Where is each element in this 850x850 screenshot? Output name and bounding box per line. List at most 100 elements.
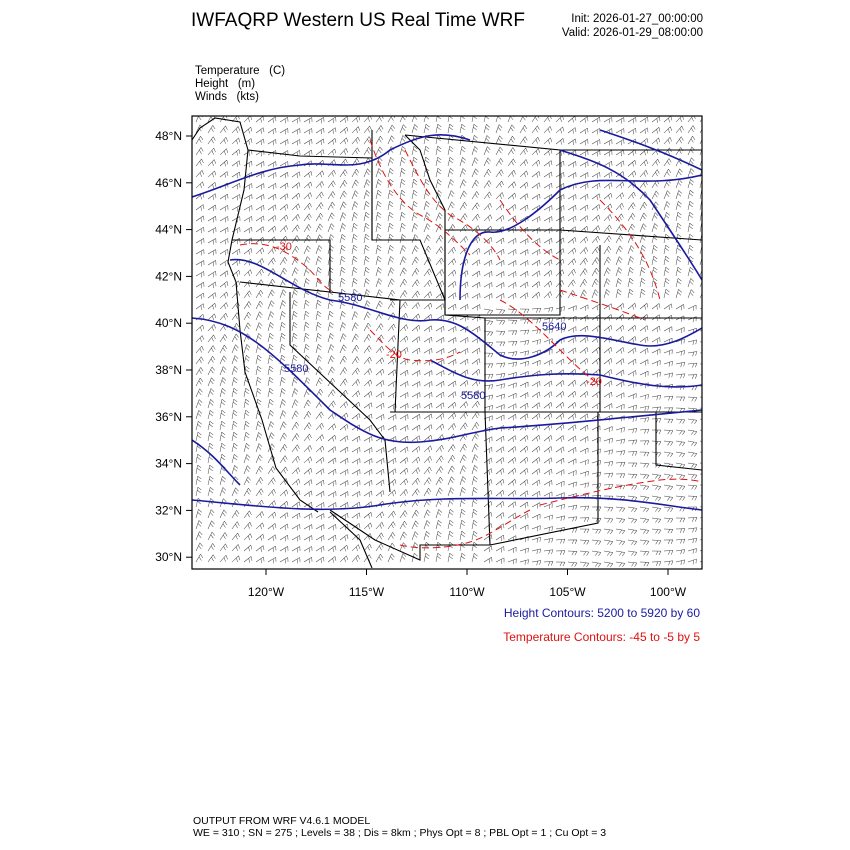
wind-barb	[363, 289, 371, 299]
wind-barb	[375, 532, 384, 541]
wind-barb	[543, 359, 553, 366]
wind-barb	[567, 247, 577, 255]
wind-barb	[279, 300, 287, 310]
wind-barb	[195, 367, 204, 376]
wind-barb	[471, 432, 479, 442]
wind-barb	[519, 381, 529, 388]
wind-barb	[231, 227, 241, 234]
wind-barb	[615, 303, 625, 310]
wind-barb	[495, 435, 505, 443]
wind-barb	[411, 509, 419, 519]
wind-barb	[195, 475, 202, 486]
wind-barb	[387, 301, 396, 310]
wind-barb	[531, 193, 541, 201]
wind-barb	[555, 237, 565, 245]
wind-barb	[567, 172, 577, 179]
wind-barb	[627, 451, 638, 456]
wind-barb	[651, 418, 662, 423]
wind-barb	[387, 414, 397, 421]
wind-barb	[615, 213, 624, 222]
wind-barb	[231, 388, 238, 398]
wind-barb	[519, 125, 528, 134]
temperature-contour-label: -30	[276, 241, 292, 253]
wind-barb	[651, 495, 662, 502]
wind-barb	[567, 402, 577, 409]
latitude-label: 48°N	[155, 129, 182, 143]
wind-barb	[471, 259, 481, 266]
wind-barb	[267, 534, 277, 541]
wind-barb	[483, 214, 493, 222]
wind-barb	[195, 509, 202, 519]
wind-barb	[567, 458, 577, 465]
wind-barb	[327, 299, 334, 310]
wind-barb	[411, 245, 419, 255]
wind-barb	[411, 189, 418, 200]
wind-barb	[495, 393, 505, 400]
wind-barb	[231, 248, 241, 256]
wind-barb	[279, 421, 287, 431]
wind-barb	[615, 450, 626, 456]
wind-barb	[555, 413, 565, 420]
wind-barb	[339, 333, 347, 343]
wind-barb	[651, 539, 662, 545]
wind-barb	[243, 269, 253, 277]
wind-barb	[627, 462, 638, 468]
wind-barb	[543, 380, 553, 387]
wind-barb	[231, 510, 240, 519]
wind-barb	[639, 266, 646, 277]
wind-barb	[507, 158, 516, 167]
wind-barb	[435, 235, 444, 244]
wind-barb	[519, 159, 528, 167]
wind-barb	[603, 426, 613, 433]
wind-barb	[531, 125, 540, 134]
wind-barb	[423, 381, 433, 388]
wind-barb	[639, 223, 647, 233]
wind-barb	[663, 179, 671, 189]
wind-barb	[387, 234, 394, 244]
wind-barb	[603, 336, 613, 343]
wind-barb	[555, 424, 565, 431]
wind-barb	[627, 550, 638, 557]
wind-barb	[555, 457, 565, 465]
wind-barb	[675, 361, 686, 368]
wind-barb	[207, 366, 215, 376]
wind-barb	[459, 422, 468, 431]
wind-barb	[543, 561, 554, 566]
wind-barb	[375, 179, 382, 189]
wind-barb	[603, 139, 613, 146]
wind-barb	[663, 212, 670, 222]
wind-barb	[567, 205, 577, 212]
wind-barb	[435, 552, 442, 563]
wind-barb	[555, 327, 565, 334]
wind-barb	[423, 456, 432, 464]
wind-barb	[495, 192, 504, 200]
wind-barb	[339, 469, 349, 476]
wind-barb	[423, 348, 433, 355]
wind-barb	[363, 311, 371, 321]
wind-barb	[531, 205, 541, 212]
wind-barb	[687, 548, 697, 554]
height-contours	[192, 129, 702, 511]
wind-barb	[579, 470, 589, 477]
wind-barb	[663, 289, 670, 299]
wind-barb	[327, 288, 334, 299]
wind-barb	[231, 137, 241, 145]
wind-barb	[471, 530, 478, 541]
wind-barb	[507, 468, 517, 475]
wind-barb	[315, 277, 322, 288]
wind-barb	[495, 373, 506, 379]
wind-barb	[531, 525, 541, 532]
wind-barb	[399, 245, 407, 255]
wind-barb	[495, 362, 506, 368]
wind-barb	[483, 479, 493, 486]
wind-barb	[519, 402, 529, 410]
wind-barb	[459, 390, 469, 398]
wind-barb	[195, 303, 205, 310]
wind-barb	[411, 146, 418, 156]
wind-barb	[291, 150, 301, 157]
wind-barb	[567, 268, 576, 277]
wind-barb	[687, 125, 696, 134]
wind-barb	[663, 233, 670, 244]
wind-barb	[615, 550, 626, 557]
